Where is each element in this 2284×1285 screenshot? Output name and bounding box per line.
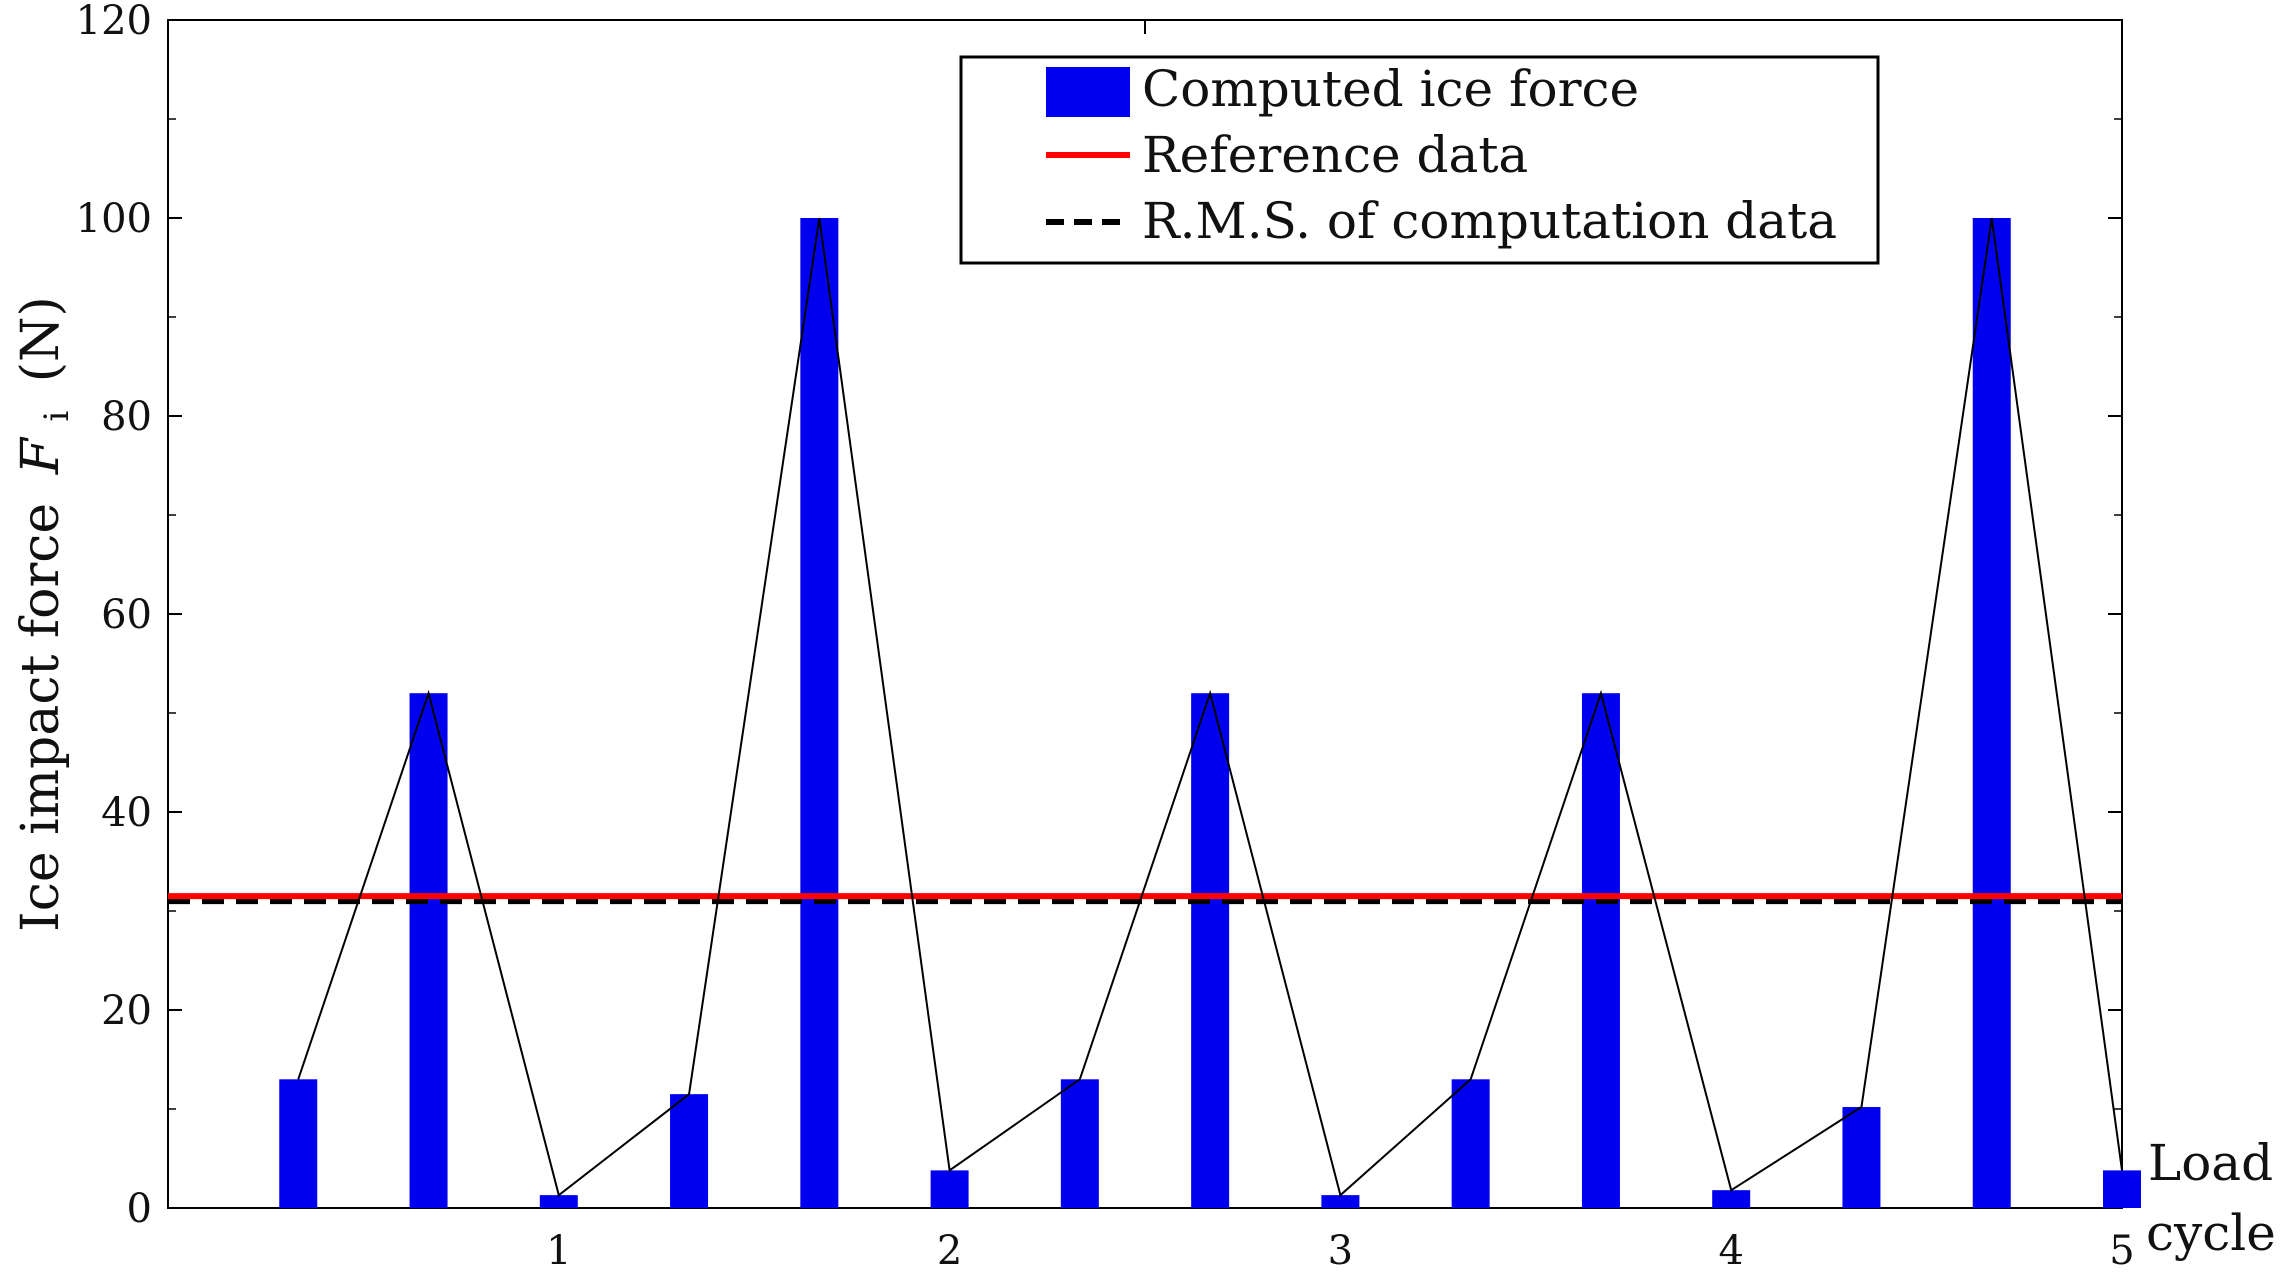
- x-axis-title-line-1: Load: [2148, 1134, 2273, 1192]
- x-tick-label: 5: [2109, 1228, 2134, 1274]
- y-tick-label: 60: [101, 592, 152, 638]
- y-axis-title-unit: (N): [11, 296, 71, 382]
- legend-label-rms: R.M.S. of computation data: [1142, 192, 1837, 250]
- bars-layer: [279, 218, 2141, 1208]
- bar: [670, 1094, 709, 1208]
- bar: [409, 693, 448, 1208]
- y-tick-label: 80: [101, 394, 152, 440]
- reference-lines-layer: [168, 893, 2122, 905]
- y-axis-title-text: Ice impact force F i (N): [11, 296, 81, 932]
- connector-line: [297, 217, 2123, 1197]
- y-axis-title-subscript: i: [37, 411, 77, 422]
- bar: [1581, 693, 1620, 1208]
- legend-label-computed: Computed ice force: [1142, 60, 1639, 118]
- y-tick-label: 20: [101, 988, 152, 1034]
- y-axis-title-main: Ice impact force: [11, 503, 71, 932]
- bar: [1060, 1079, 1099, 1208]
- connector-line-layer: [297, 217, 2123, 1197]
- bar: [1712, 1190, 1751, 1208]
- bar: [2103, 1170, 2141, 1208]
- legend-swatch-bar: [1046, 67, 1130, 117]
- x-tick-label: 3: [1328, 1228, 1353, 1274]
- bar: [1321, 1195, 1360, 1208]
- x-axis-title: Load cycle: [2146, 1134, 2276, 1262]
- y-tick-label: 120: [76, 0, 152, 44]
- legend: Computed ice force Reference data R.M.S.…: [959, 55, 1880, 265]
- bar: [279, 1079, 318, 1208]
- bar: [800, 218, 839, 1208]
- ticks-layer: 0 20 40 60 80 100 120 1 2 3 4 5: [76, 0, 2135, 1274]
- x-tick-label: 1: [546, 1228, 571, 1274]
- y-axis-title: Ice impact force F i (N): [11, 296, 81, 932]
- bar: [1972, 218, 2011, 1208]
- bar: [1842, 1107, 1881, 1208]
- bar: [539, 1195, 578, 1208]
- x-axis-title-line-2: cycle: [2146, 1204, 2276, 1262]
- y-tick-label: 40: [101, 790, 152, 836]
- bar: [1451, 1079, 1490, 1208]
- y-tick-label: 0: [127, 1186, 152, 1232]
- y-axis-title-symbol: F: [11, 436, 71, 475]
- bar: [930, 1170, 969, 1208]
- x-tick-label: 4: [1718, 1228, 1743, 1274]
- bar: [1191, 693, 1230, 1208]
- y-tick-label: 100: [76, 196, 152, 242]
- x-tick-label: 2: [937, 1228, 962, 1274]
- legend-label-reference: Reference data: [1142, 126, 1528, 184]
